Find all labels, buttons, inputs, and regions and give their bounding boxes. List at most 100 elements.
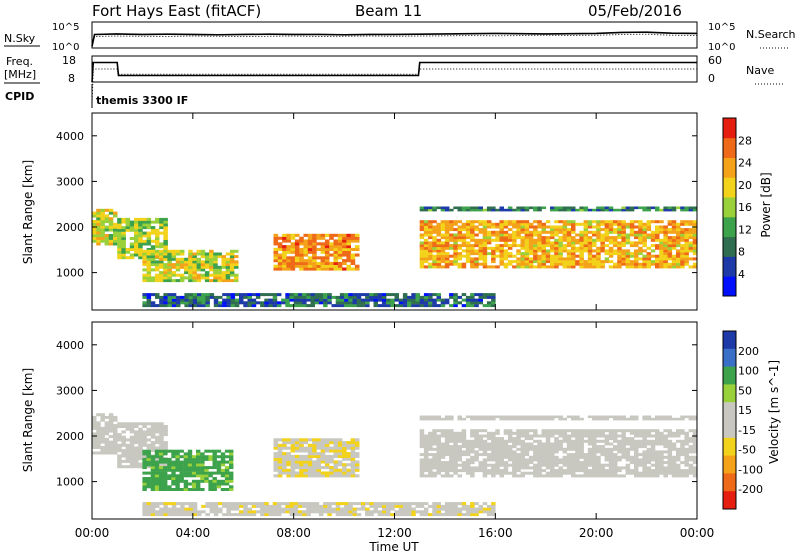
data-cell xyxy=(163,477,168,480)
data-cell xyxy=(339,295,345,299)
data-cell xyxy=(226,513,231,517)
data-cell xyxy=(482,471,488,475)
data-cell xyxy=(440,507,446,511)
data-cell xyxy=(436,455,441,459)
data-cell xyxy=(444,262,450,266)
data-cell xyxy=(205,295,210,299)
data-cell xyxy=(316,463,321,467)
data-cell xyxy=(273,247,279,251)
data-cell xyxy=(381,502,387,506)
data-cell xyxy=(146,463,151,467)
data-cell xyxy=(465,244,471,248)
data-cell xyxy=(213,252,218,256)
data-cell xyxy=(596,469,601,473)
data-cell xyxy=(146,217,152,221)
data-cell xyxy=(453,442,458,446)
data-cell xyxy=(146,295,152,299)
data-cell xyxy=(398,513,404,517)
data-cell xyxy=(146,265,152,269)
data-cell xyxy=(150,435,156,439)
data-cell xyxy=(297,295,303,299)
data-cell xyxy=(344,304,349,308)
data-cell xyxy=(222,293,227,297)
data-cell xyxy=(642,439,647,443)
data-cell xyxy=(634,439,639,443)
data-cell xyxy=(150,463,156,467)
data-cell xyxy=(692,233,698,237)
data-cell xyxy=(209,249,214,253)
data-cell xyxy=(337,468,343,472)
data-cell xyxy=(495,254,500,258)
data-cell xyxy=(474,458,479,462)
data-cell xyxy=(344,502,349,506)
data-cell xyxy=(524,233,530,237)
data-cell xyxy=(474,220,479,224)
data-cell xyxy=(571,447,576,451)
data-cell xyxy=(592,257,597,261)
data-cell xyxy=(533,225,538,229)
data-cell xyxy=(634,471,639,475)
data-cell xyxy=(150,228,156,232)
data-cell xyxy=(294,259,300,263)
data-cell xyxy=(134,226,139,230)
data-cell xyxy=(329,247,334,251)
data-cell xyxy=(436,246,441,250)
data-cell xyxy=(528,447,534,451)
data-cell xyxy=(554,265,559,269)
data-cell xyxy=(100,448,105,452)
data-cell xyxy=(671,442,677,446)
data-cell xyxy=(608,241,614,245)
data-cell xyxy=(314,301,320,305)
data-cell xyxy=(562,225,568,229)
data-cell xyxy=(290,236,296,240)
data-cell xyxy=(608,236,614,240)
data-cell xyxy=(282,261,287,265)
data-cell xyxy=(290,466,296,470)
data-cell xyxy=(692,458,698,462)
data-cell xyxy=(558,469,563,473)
data-cell xyxy=(154,479,160,483)
data-cell xyxy=(290,443,296,447)
data-cell xyxy=(491,466,496,470)
data-cell xyxy=(167,468,172,472)
data-cell xyxy=(282,253,287,257)
data-cell xyxy=(528,445,534,449)
data-cell xyxy=(150,433,156,437)
data-cell xyxy=(671,260,677,264)
data-cell xyxy=(453,262,458,266)
data-cell xyxy=(465,471,471,475)
data-cell xyxy=(491,246,496,250)
data-cell xyxy=(680,257,685,261)
data-cell xyxy=(486,206,492,210)
data-cell xyxy=(486,208,492,212)
data-cell xyxy=(159,427,164,431)
data-cell xyxy=(537,439,542,443)
data-cell xyxy=(154,485,160,489)
data-cell xyxy=(142,479,147,483)
data-cell xyxy=(499,453,504,457)
data-cell xyxy=(318,510,324,514)
data-cell xyxy=(229,452,234,456)
data-cell xyxy=(587,461,593,465)
data-cell xyxy=(579,434,584,438)
data-cell xyxy=(415,295,420,299)
data-cell xyxy=(209,255,214,259)
data-cell xyxy=(419,252,425,256)
data-cell xyxy=(436,466,441,470)
data-cell xyxy=(121,459,126,463)
data-cell xyxy=(436,417,441,421)
data-cell xyxy=(512,254,517,258)
data-cell xyxy=(491,434,496,438)
data-cell xyxy=(286,471,291,475)
data-cell xyxy=(478,298,483,302)
data-cell xyxy=(659,208,664,212)
data-cell xyxy=(415,293,420,297)
data-cell xyxy=(180,507,185,511)
data-cell xyxy=(558,236,563,240)
data-cell xyxy=(208,482,213,486)
data-cell xyxy=(482,246,488,250)
data-cell xyxy=(453,301,458,305)
data-cell xyxy=(419,265,425,269)
data-cell xyxy=(684,233,689,237)
data-cell xyxy=(457,225,462,229)
